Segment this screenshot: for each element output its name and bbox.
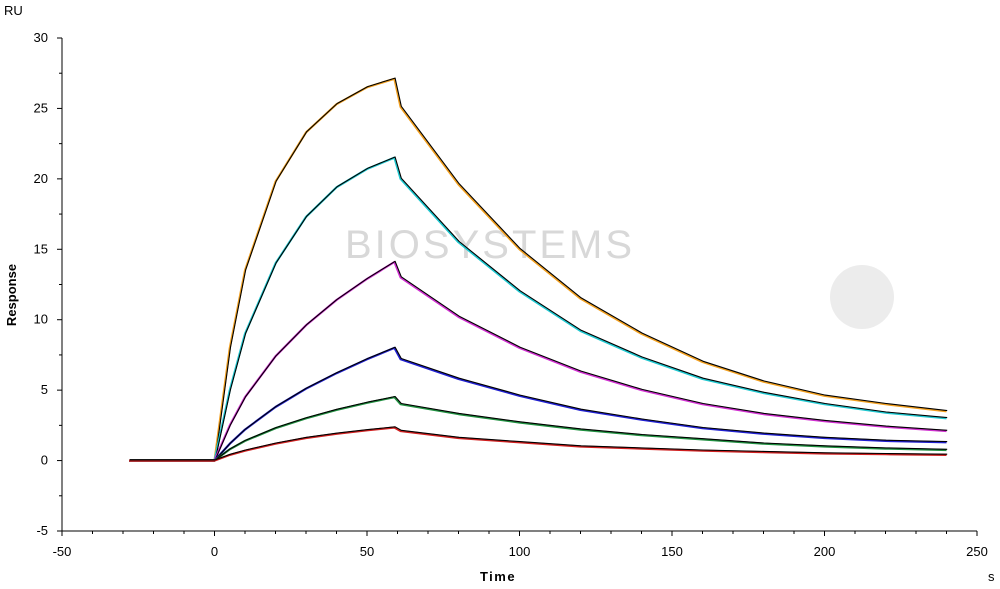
x-tick-label: -50: [53, 544, 72, 559]
y-unit-label: RU: [4, 3, 23, 18]
y-tick-label: 15: [34, 241, 48, 256]
x-tick-label: 100: [509, 544, 531, 559]
y-tick-label: 0: [41, 453, 48, 468]
fit-line-2: [129, 156, 948, 461]
fit-line-5: [129, 395, 948, 461]
fit-line-4: [129, 346, 948, 461]
fit-line-1: [129, 77, 948, 461]
series-line-1: [129, 77, 947, 462]
y-tick-label: 25: [34, 100, 48, 115]
x-tick-label: 50: [360, 544, 374, 559]
y-tick-label: 20: [34, 171, 48, 186]
x-tick-label: 150: [661, 544, 683, 559]
y-tick-label: -5: [36, 523, 48, 538]
watermark-text: BIOSYSTEMS: [345, 223, 635, 267]
watermark: BIOSYSTEMS: [345, 223, 894, 329]
watermark-dot: [830, 265, 894, 329]
y-tick-label: 10: [34, 312, 48, 327]
x-ticks: -50 0 50 100 150 200 250: [53, 531, 988, 559]
y-tick-label: 5: [41, 382, 48, 397]
x-tick-label: 0: [211, 544, 218, 559]
y-tick-label: 30: [34, 30, 48, 45]
x-tick-label: 200: [814, 544, 836, 559]
fit-line-3: [129, 260, 948, 461]
series-line-2: [129, 156, 947, 462]
series-line-3: [129, 260, 947, 462]
y-ticks: -5 0 5 10 15 20 25 30: [34, 30, 62, 538]
series-line-5: [129, 396, 947, 462]
x-tick-label: 250: [966, 544, 988, 559]
x-unit-label: s: [988, 569, 995, 584]
series-line-6: [129, 426, 947, 462]
y-axis-label: Response: [4, 264, 19, 326]
x-axis-label: Time: [480, 569, 516, 584]
series-group: [129, 77, 948, 462]
fit-line-6: [129, 426, 948, 461]
